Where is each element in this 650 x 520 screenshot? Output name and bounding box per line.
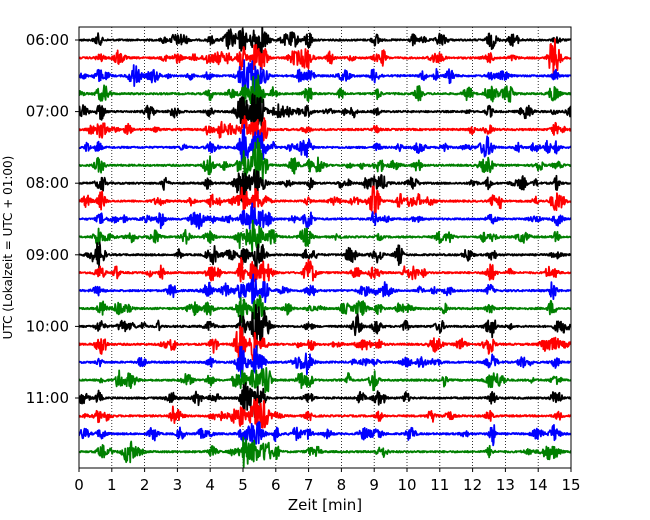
- trace-11: [79, 219, 571, 253]
- y-tick-label-4: 10:00: [26, 317, 69, 335]
- x-tick-label-15: 15: [561, 476, 580, 494]
- x-tick-label-3: 3: [173, 476, 183, 494]
- trace-16: [79, 304, 571, 354]
- y-tick-label-0: 06:00: [26, 31, 69, 49]
- x-tick-label-12: 12: [463, 476, 482, 494]
- trace-9: [79, 185, 571, 217]
- trace-2: [79, 59, 571, 99]
- y-axis-label: UTC (Lokalzeit = UTC + 01:00): [1, 156, 15, 340]
- y-axis-ticks: 06:00 07:00 08:00 09:00 10:00 11:00: [26, 31, 79, 407]
- x-tick-label-1: 1: [107, 476, 117, 494]
- x-tick-label-8: 8: [337, 476, 347, 494]
- trace-20: [79, 382, 571, 419]
- trace-5: [79, 115, 571, 142]
- y-tick-label-1: 07:00: [26, 103, 69, 121]
- x-tick-label-5: 5: [238, 476, 248, 494]
- x-axis-label: Zeit [min]: [288, 496, 362, 514]
- trace-22: [79, 421, 571, 447]
- x-tick-label-7: 7: [304, 476, 314, 494]
- trace-3: [79, 74, 571, 117]
- trace-14: [79, 273, 571, 308]
- trace-4: [79, 93, 571, 129]
- trace-1: [79, 38, 571, 76]
- trace-15: [79, 294, 571, 324]
- x-tick-label-11: 11: [430, 476, 449, 494]
- trace-19: [79, 366, 571, 394]
- trace-8: [79, 168, 571, 203]
- trace-7: [79, 137, 571, 190]
- trace-13: [79, 256, 571, 284]
- x-tick-label-9: 9: [369, 476, 379, 494]
- x-tick-label-14: 14: [529, 476, 548, 494]
- trace-12: [79, 241, 571, 271]
- x-tick-label-4: 4: [205, 476, 215, 494]
- y-tick-label-2: 08:00: [26, 174, 69, 192]
- x-tick-label-0: 0: [74, 476, 84, 494]
- y-tick-label-3: 09:00: [26, 246, 69, 264]
- trace-21: [79, 397, 571, 431]
- x-tick-label-10: 10: [397, 476, 416, 494]
- trace-6: [79, 124, 571, 165]
- y-tick-label-5: 11:00: [26, 389, 69, 407]
- trace-18: [79, 345, 571, 378]
- x-tick-label-6: 6: [271, 476, 281, 494]
- plot-frame: [78, 26, 572, 469]
- trace-17: [79, 325, 571, 363]
- trace-group: [79, 27, 571, 468]
- x-tick-label-13: 13: [496, 476, 515, 494]
- trace-0: [79, 27, 571, 62]
- x-axis-ticks: 0 1 2 3 4 5 6 7 8 9 10 11 12 13 14 15: [74, 468, 581, 494]
- trace-23: [79, 436, 571, 468]
- x-tick-label-2: 2: [140, 476, 150, 494]
- trace-10: [79, 202, 571, 230]
